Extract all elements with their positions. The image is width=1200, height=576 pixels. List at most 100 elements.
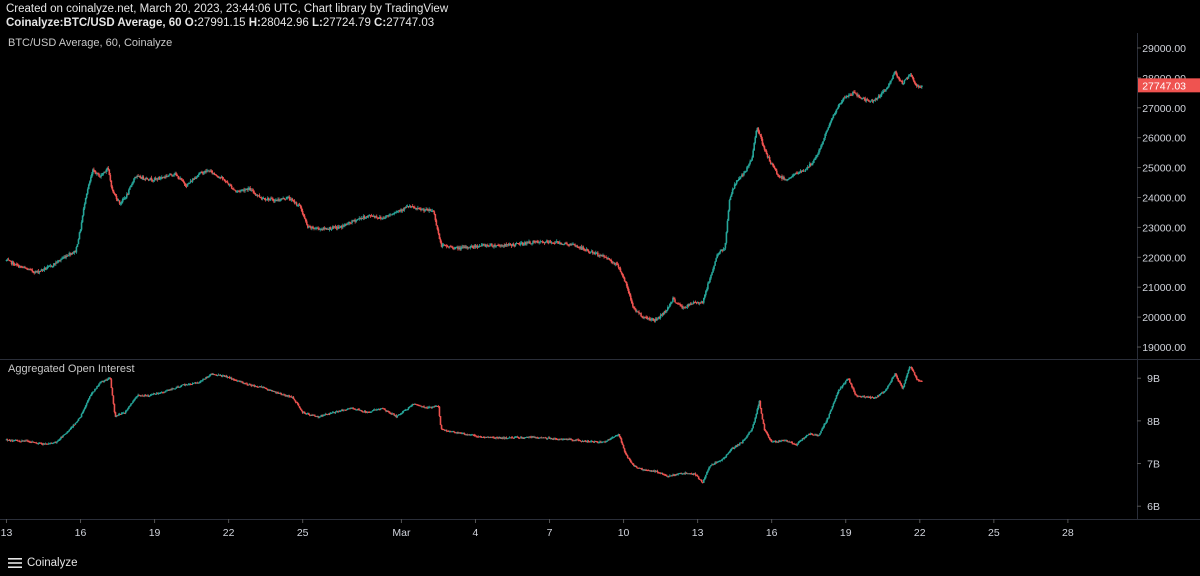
oi-candle <box>369 411 372 414</box>
oi-candle-body <box>266 389 269 391</box>
price-candle <box>532 240 534 245</box>
price-candle-body <box>488 245 490 247</box>
oi-candle <box>457 431 459 434</box>
price-candle <box>136 174 138 180</box>
chart-svg[interactable]: BTC/USD Average, 60, CoinalyzeAggregated… <box>0 33 1200 553</box>
oi-candle-body <box>13 440 16 441</box>
price-candle-body <box>836 108 839 110</box>
price-candle-body <box>280 198 282 201</box>
price-candle-body <box>735 180 738 184</box>
price-candle-body <box>865 99 868 101</box>
chart-area[interactable]: BTC/USD Average, 60, Coinalyze Aggregated… <box>0 33 1200 553</box>
oi-candle <box>231 378 234 381</box>
price-candle-body <box>783 177 785 180</box>
price-candle <box>709 276 711 283</box>
oi-candle <box>386 410 388 413</box>
oi-candle-body <box>79 417 82 419</box>
oi-candle <box>387 410 389 413</box>
oi-candle-body <box>272 390 274 392</box>
price-candle <box>580 244 583 250</box>
price-candle-body <box>544 241 547 244</box>
price-candle-body <box>764 149 767 151</box>
price-candle-body <box>912 77 915 81</box>
oi-candle <box>718 460 721 463</box>
oi-candle-body <box>184 384 187 386</box>
oi-candle-body <box>8 440 11 441</box>
price-pane[interactable] <box>5 70 923 323</box>
oi-candle <box>182 384 185 386</box>
price-candle <box>60 258 62 263</box>
price-candle-body <box>475 246 478 248</box>
oi-candle-body <box>294 400 297 403</box>
oi-candle <box>468 433 471 436</box>
price-candle <box>769 160 772 165</box>
price-candle-body <box>127 194 129 196</box>
oi-candle-body <box>774 440 777 443</box>
oi-candle-body <box>348 408 350 410</box>
price-candle-body <box>25 267 27 269</box>
price-candle <box>890 80 892 85</box>
price-candle <box>748 163 750 168</box>
price-candle <box>845 94 848 99</box>
oi-candle-body <box>137 394 139 397</box>
price-candle <box>422 208 424 211</box>
price-candle-body <box>231 188 234 190</box>
oi-candle <box>632 463 634 466</box>
price-candle <box>406 204 409 208</box>
price-candle <box>397 209 400 214</box>
price-candle <box>227 183 230 186</box>
price-candle-body <box>889 82 891 84</box>
oi-candle-body <box>577 439 580 441</box>
price-candle-body <box>897 76 899 78</box>
price-candle <box>782 175 784 180</box>
oi-candle-body <box>504 437 507 439</box>
price-candle <box>372 214 375 217</box>
price-candle <box>416 207 418 211</box>
price-candle <box>147 179 150 182</box>
oi-candle <box>534 436 536 439</box>
oi-candle <box>611 436 614 439</box>
price-candle <box>784 178 786 181</box>
oi-candle <box>706 471 708 475</box>
price-candle <box>212 172 214 175</box>
price-candle-body <box>851 94 853 96</box>
oi-candle <box>521 436 524 439</box>
price-candle <box>539 239 542 244</box>
oi-candle-body <box>124 411 127 413</box>
oi-candle-body <box>315 416 317 418</box>
price-candle <box>114 193 117 197</box>
open-interest-pane[interactable] <box>5 366 923 484</box>
oi-candle-body <box>279 393 281 394</box>
oi-candle <box>24 439 26 442</box>
oi-candle <box>556 438 559 441</box>
price-candle <box>559 240 561 245</box>
price-candle-body <box>433 211 436 215</box>
oi-candle <box>336 410 339 413</box>
oi-candle <box>593 440 596 444</box>
price-candle <box>763 145 766 152</box>
oi-candle <box>325 413 328 415</box>
price-candle-body <box>430 210 433 212</box>
oi-candle-body <box>14 440 17 441</box>
oi-candle <box>495 437 497 440</box>
price-candle-body <box>262 198 265 200</box>
oi-candle <box>530 435 532 439</box>
price-candle <box>734 183 737 186</box>
price-candle-body <box>81 215 84 223</box>
oi-candle-body <box>180 385 183 387</box>
price-candle-body <box>779 176 781 178</box>
oi-candle-body <box>437 406 440 407</box>
price-candle-body <box>590 251 593 253</box>
oi-candle-body <box>512 437 515 439</box>
price-candle-body <box>569 243 571 246</box>
price-candle <box>482 243 485 247</box>
price-candle-body <box>312 226 314 229</box>
oi-candle-body <box>100 381 102 383</box>
oi-candle-body <box>663 474 666 476</box>
oi-candle-body <box>217 374 220 376</box>
price-candle <box>338 225 341 229</box>
oi-candle <box>582 440 585 443</box>
oi-candle <box>219 373 222 376</box>
price-candle <box>439 237 442 244</box>
oi-candle <box>45 443 48 445</box>
